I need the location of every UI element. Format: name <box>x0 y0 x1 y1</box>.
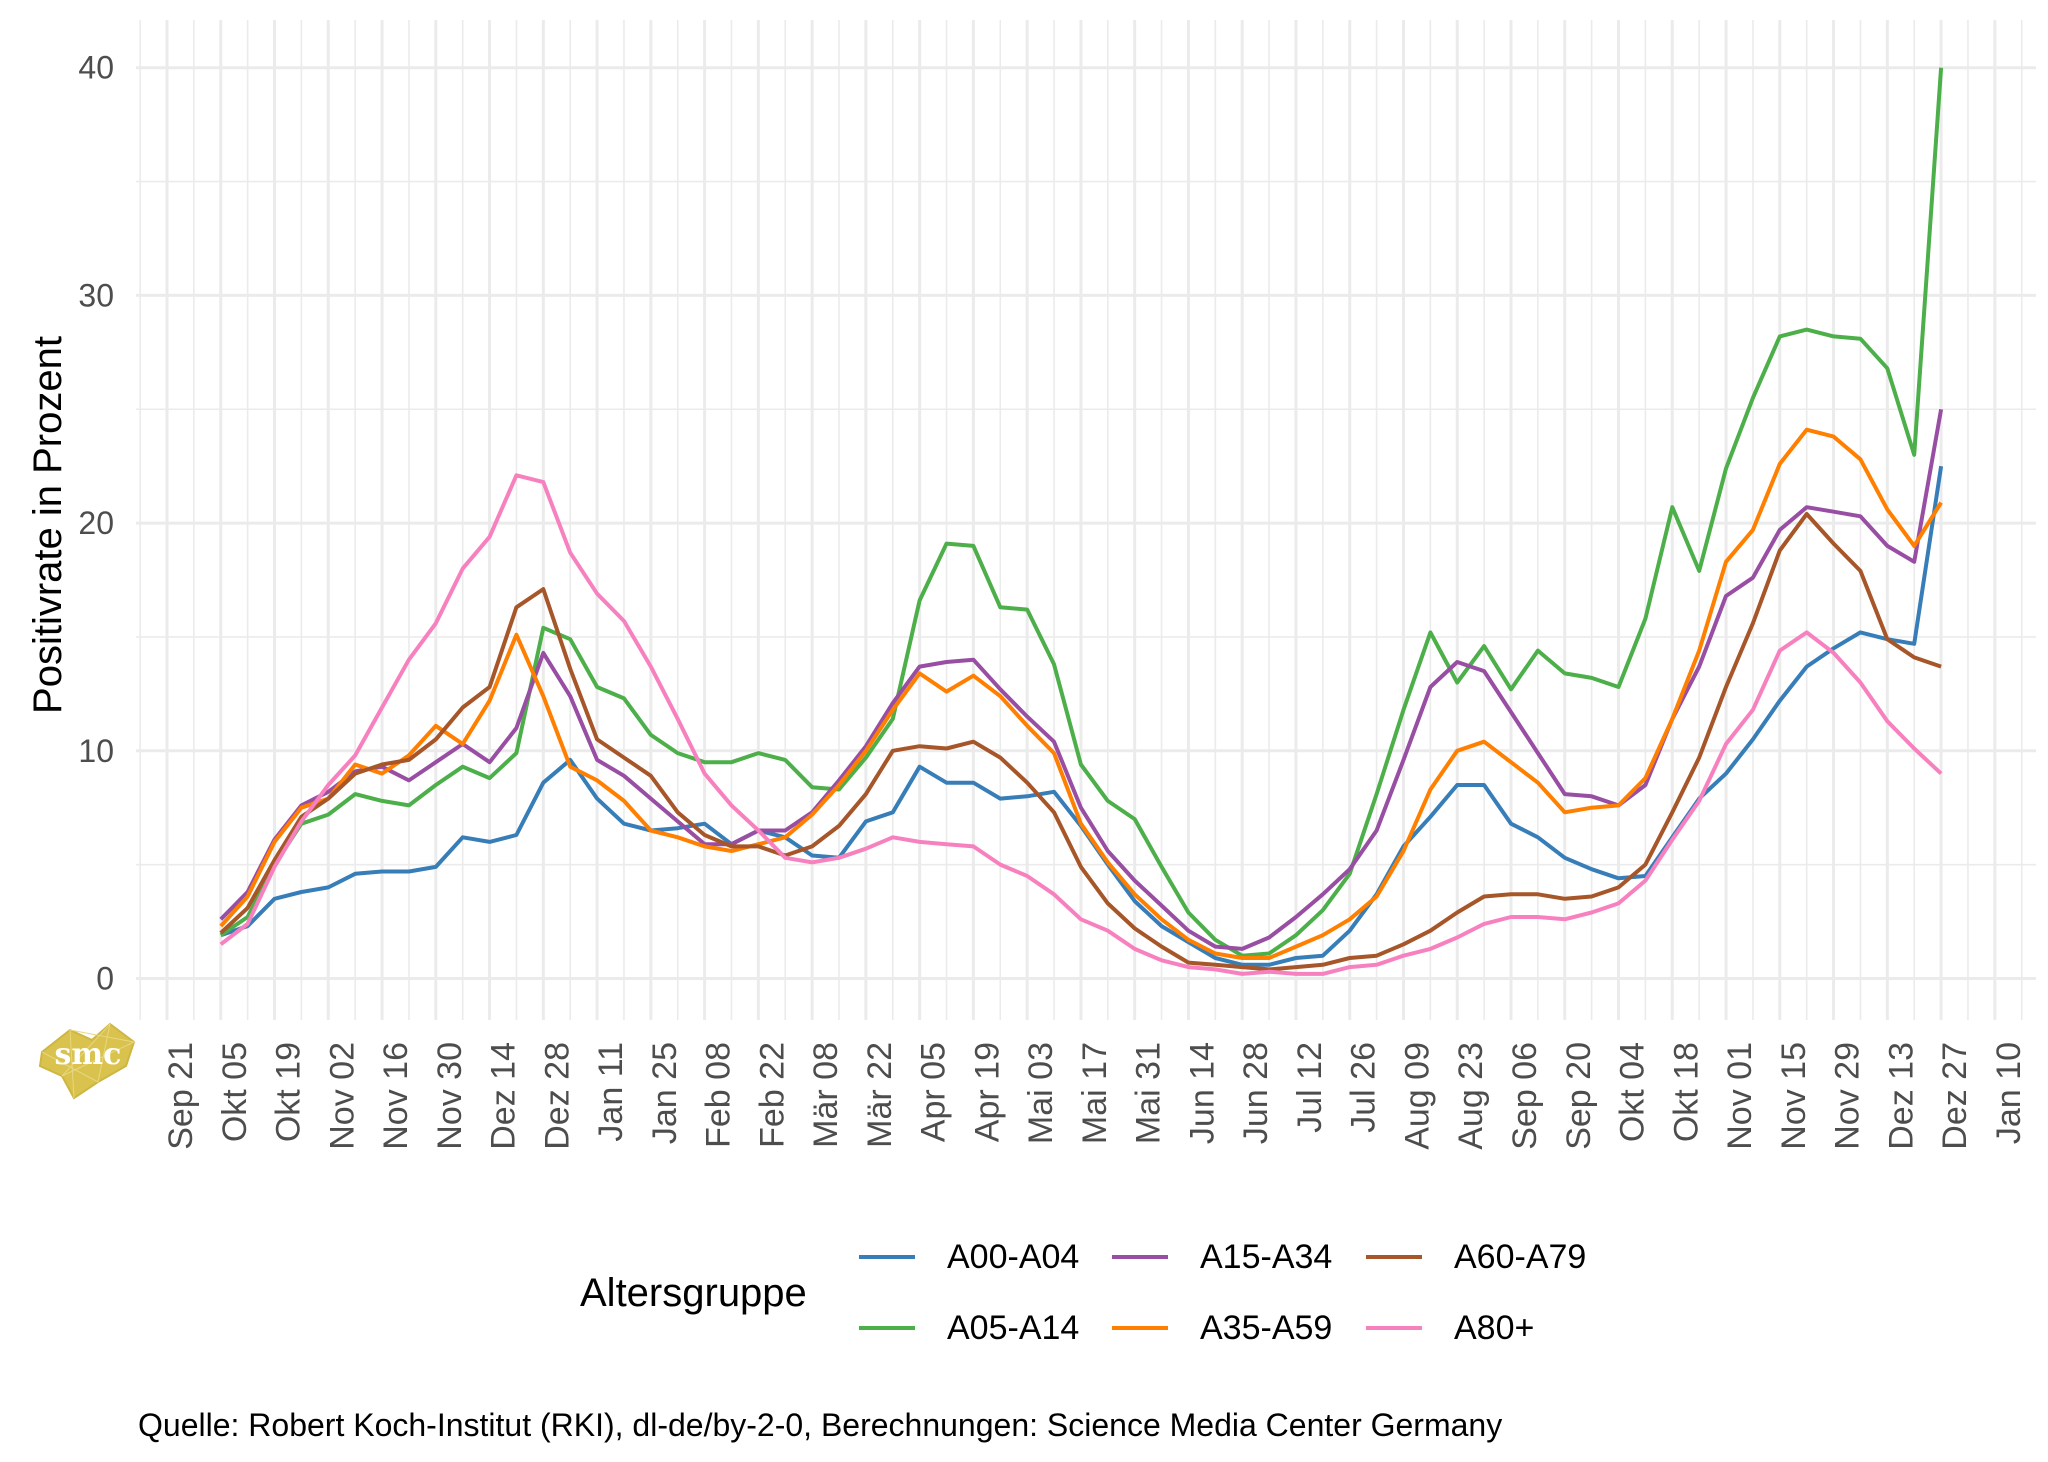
x-tick-label: Dez 13 <box>1882 1042 1920 1150</box>
x-tick-label: Nov 16 <box>377 1042 415 1150</box>
x-tick-label: Mai 31 <box>1130 1042 1168 1144</box>
x-tick-label: Nov 30 <box>431 1042 469 1150</box>
x-tick-label: Jul 12 <box>1291 1042 1329 1133</box>
y-axis-title: Positivrate in Prozent <box>26 336 70 714</box>
legend-label: A00-A04 <box>947 1238 1079 1276</box>
legend-label: A35-A59 <box>1200 1309 1332 1347</box>
x-tick-label: Feb 22 <box>753 1042 791 1148</box>
series-lines <box>219 67 1944 976</box>
x-tick-label: Sep 21 <box>162 1042 200 1150</box>
caption: Quelle: Robert Koch-Institut (RKI), dl-d… <box>138 1407 1502 1443</box>
x-tick-label: Jan 11 <box>592 1042 630 1142</box>
series-line-a60-a79 <box>219 512 1942 972</box>
y-tick-label: 0 <box>96 961 114 997</box>
legend-label: A05-A14 <box>947 1309 1079 1347</box>
y-tick-label: 20 <box>78 505 114 541</box>
x-tick-label: Jan 10 <box>1990 1042 2028 1144</box>
x-tick-label: Nov 02 <box>323 1042 361 1150</box>
x-tick-label: Dez 14 <box>485 1042 523 1150</box>
y-tick-label: 40 <box>78 50 114 86</box>
x-tick-label: Jun 14 <box>1183 1042 1221 1144</box>
x-tick-label: Apr 19 <box>968 1042 1006 1142</box>
series-line-a05-a14 <box>219 67 1944 958</box>
legend-label: A15-A34 <box>1200 1238 1332 1276</box>
x-tick-label: Jul 26 <box>1345 1042 1383 1133</box>
x-tick-label: Sep 20 <box>1560 1042 1598 1150</box>
legend-item: A35-A59 <box>1112 1309 1332 1347</box>
x-tick-label: Feb 08 <box>700 1042 738 1148</box>
x-tick-label: Mai 17 <box>1076 1042 1114 1144</box>
x-tick-label: Dez 28 <box>538 1042 576 1150</box>
legend-item: A15-A34 <box>1112 1238 1332 1276</box>
series-line-a35-a59 <box>219 427 1943 960</box>
x-tick-label: Apr 05 <box>915 1042 953 1142</box>
x-tick-label: Aug 23 <box>1452 1042 1490 1150</box>
legend-item: A60-A79 <box>1366 1238 1586 1276</box>
svg-text:smc: smc <box>55 1037 122 1072</box>
legend-item: A05-A14 <box>859 1309 1079 1347</box>
x-tick-label: Okt 19 <box>270 1042 308 1142</box>
x-tick-label: Okt 04 <box>1614 1042 1652 1142</box>
x-tick-label: Nov 01 <box>1721 1042 1759 1150</box>
legend: Altersgruppe A00-A04 A05-A14 A15-A34 A35-A5… <box>580 1238 1586 1347</box>
x-tick-label: Jan 25 <box>646 1042 684 1144</box>
series-line-a80- <box>219 473 1943 976</box>
x-tick-label: Okt 18 <box>1667 1042 1705 1142</box>
legend-label: A60-A79 <box>1454 1238 1586 1276</box>
x-tick-label: Mär 08 <box>807 1042 845 1148</box>
legend-item: A00-A04 <box>859 1238 1079 1276</box>
y-tick-label: 30 <box>78 277 114 313</box>
x-axis-ticks: Sep 21 Okt 05 Okt 19 Nov 02 Nov 16 Nov 30 Dez … <box>162 1042 2028 1150</box>
legend-item: A80+ <box>1366 1309 1534 1347</box>
y-axis-ticks: 0 10 20 30 40 <box>78 50 114 997</box>
x-tick-label: Nov 15 <box>1775 1042 1813 1150</box>
x-tick-label: Dez 27 <box>1936 1042 1974 1150</box>
x-tick-label: Mai 03 <box>1022 1042 1060 1144</box>
legend-title: Altersgruppe <box>580 1271 807 1315</box>
grid <box>136 20 2036 1020</box>
y-tick-label: 10 <box>78 733 114 769</box>
smc-logo: smc <box>38 1022 136 1100</box>
x-tick-label: Nov 29 <box>1829 1042 1867 1150</box>
x-tick-label: Okt 05 <box>216 1042 254 1142</box>
x-tick-label: Aug 09 <box>1398 1042 1436 1150</box>
x-tick-label: Mär 22 <box>861 1042 899 1148</box>
legend-label: A80+ <box>1454 1309 1534 1347</box>
x-tick-label: Sep 06 <box>1506 1042 1544 1150</box>
x-tick-label: Jun 28 <box>1237 1042 1275 1144</box>
